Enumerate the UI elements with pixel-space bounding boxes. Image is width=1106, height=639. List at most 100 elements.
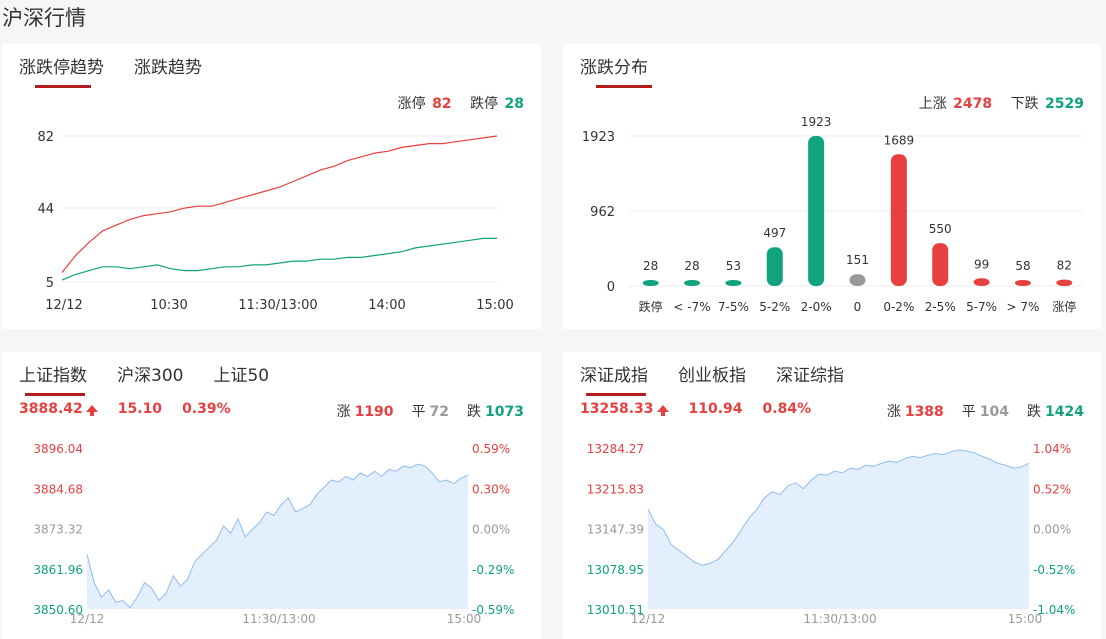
sh-index-card: 上证指数 沪深300 上证50 3888.42 15.10 0.39% 涨 119… [2,352,541,639]
x-tick-label: 11:30/13:00 [238,298,317,313]
bar-value-label: 497 [763,226,786,240]
y-right-tick-label: 1.04% [1033,442,1071,456]
sz-flat-label: 平 [961,404,976,420]
up-arrow-icon [656,405,669,416]
category-label: < -7% [673,300,710,314]
category-label: > 7% [1007,300,1040,314]
sh-change: 15.10 [117,401,163,417]
y-left-tick-label: 3861.96 [33,563,83,577]
x-tick-label: 15:00 [476,298,513,313]
y-tick-label: 44 [37,202,54,217]
bar [932,243,949,286]
sz-flat-count: 平 104 [962,401,1009,421]
y-right-tick-label: -0.29% [472,563,514,577]
y-left-tick-label: 3873.32 [33,523,83,537]
sh-price-value: 3888.42 [19,401,83,417]
bar-value-label: 1689 [884,133,915,147]
y-left-tick-label: 13010.51 [587,603,644,617]
tab-sh-composite[interactable]: 上证指数 [19,361,87,396]
limit-down-value: 28 [504,96,524,112]
sz-price-value: 13258.33 [580,401,654,417]
bar [1014,280,1031,286]
limit-trend-chart: 82 44 5 12/12 10:30 11:30/13:00 14:00 15:00 [37,130,513,313]
bar [1056,279,1073,286]
bar [766,247,783,286]
rise-label: 上涨 [918,96,947,112]
sz-price: 13258.33 [580,401,669,421]
limit-trend-card: 涨跌停趋势 涨跌趋势 涨停 82 跌停 28 82 44 5 12/12 10:30 11… [2,44,541,329]
tab-up-down-trend[interactable]: 涨跌趋势 [134,58,202,78]
y-left-tick-label: 13284.27 [587,442,644,456]
y-tick-label: 82 [37,130,54,145]
y-right-tick-label: 0.52% [1033,482,1071,496]
y-tick-label: 1923 [582,130,615,145]
x-tick-label: 12/12 [631,612,666,626]
page-title: 沪深行情 [2,6,86,30]
tab-sz-component[interactable]: 深证成指 [580,361,648,396]
rise-value: 2478 [953,96,993,112]
x-tick-label: 14:00 [368,298,405,313]
fall-label: 下跌 [1010,96,1039,112]
tab-chinext[interactable]: 创业板指 [678,366,746,386]
bar-value-label: 82 [1057,259,1072,273]
up-arrow-icon [85,405,98,416]
sz-index-tabs: 深证成指 创业板指 深证综指 [580,361,844,396]
sh-index-tabs: 上证指数 沪深300 上证50 [19,361,270,396]
category-label: 5-2% [759,300,790,314]
sz-quote-row: 13258.33 110.94 0.84% 涨 1388 平 104 跌 1424 [580,401,1084,421]
bar [642,280,659,286]
distribution-legend: 上涨 2478 下跌 2529 [919,93,1084,113]
bar [808,136,825,286]
distribution-tabs: 涨跌分布 [580,53,652,88]
category-label: 2-0% [801,300,832,314]
limit-trend-tabs: 涨跌停趋势 涨跌趋势 [19,53,202,88]
tab-csi300[interactable]: 沪深300 [117,366,184,386]
sz-change-pct: 0.84% [762,401,812,417]
sh-flat-label: 平 [411,404,426,420]
category-label: 0 [854,300,862,314]
y-left-tick-label: 3884.68 [33,482,83,496]
bar-value-label: 58 [1015,259,1030,273]
category-label: 7-5% [718,300,749,314]
sh-down-count: 跌 1073 [467,401,524,421]
category-label: 涨停 [1052,299,1076,314]
sh-up-count: 涨 1190 [337,401,394,421]
tab-sz-composite[interactable]: 深证综指 [776,366,844,386]
price-area-fill [648,449,1029,609]
sh-change-pct: 0.39% [182,401,231,417]
x-tick-label: 10:30 [150,298,187,313]
sz-down-label: 跌 [1027,404,1042,420]
x-tick-label: 12/12 [70,612,105,626]
y-left-tick-label: 3850.60 [33,603,83,617]
bar-value-label: 28 [643,259,658,273]
bar [890,154,907,286]
sh-price: 3888.42 [19,401,98,421]
bar [849,274,866,286]
sz-flat-value: 104 [979,404,1010,420]
limit-down-label: 跌停 [470,96,499,112]
tab-distribution[interactable]: 涨跌分布 [580,53,652,88]
sh-down-value: 1073 [485,404,524,420]
bar [725,280,742,286]
limit-down-series-line [61,237,497,281]
tab-sse50[interactable]: 上证50 [213,366,270,386]
y-left-tick-label: 13147.39 [587,523,644,537]
sz-change: 110.94 [688,401,743,417]
sh-quote-row: 3888.42 15.10 0.39% 涨 1190 平 72 跌 1073 [19,401,524,421]
sh-flat-count: 平 72 [412,401,449,421]
y-right-tick-label: 0.30% [472,482,510,496]
category-label: 0-2% [883,300,914,314]
y-right-tick-label: -0.52% [1033,563,1075,577]
y-right-tick-label: 0.59% [472,442,510,456]
price-line [86,463,469,609]
sz-up-label: 涨 [886,404,901,420]
bar-value-label: 151 [846,253,869,267]
limit-up-value: 82 [432,96,452,112]
sz-down-value: 1424 [1045,404,1084,420]
distribution-chart: 1923 962 0 28 跌停 28 < -7% 53 7-5% 497 5-2% 1923 2-0%… [582,115,1083,314]
x-tick-label: 11:30/13:00 [242,612,315,626]
sz-down-count: 跌 1424 [1027,401,1084,421]
tab-limit-trend[interactable]: 涨跌停趋势 [19,53,104,88]
y-tick-label: 0 [607,280,615,295]
y-left-tick-label: 13215.83 [587,482,644,496]
